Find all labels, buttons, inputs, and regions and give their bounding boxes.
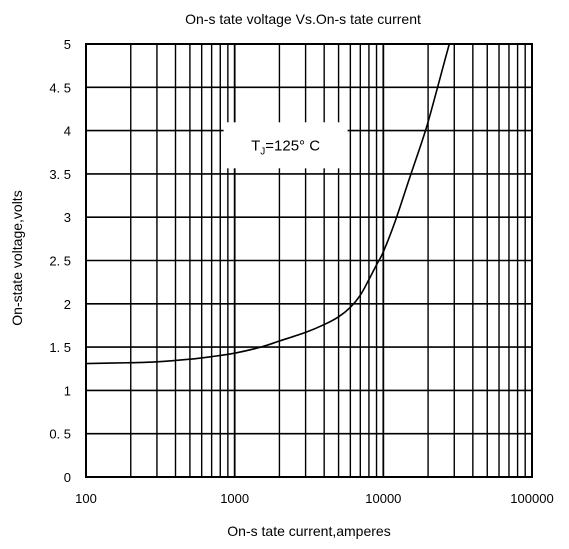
y-tick-label: 0. 5	[49, 427, 71, 442]
x-axis-label: On-s tate current,amperes	[227, 523, 390, 539]
y-tick-label: 0	[64, 470, 71, 485]
y-tick-label: 3. 5	[49, 167, 71, 182]
y-tick-label: 5	[64, 37, 71, 52]
x-tick-label: 1000	[220, 491, 249, 506]
plot-frame	[85, 43, 533, 478]
y-tick-label: 1	[64, 383, 71, 398]
x-axis-ticks: 100 1000 10000 100000	[75, 491, 554, 506]
y-tick-label: 2	[64, 297, 71, 312]
annotation-box	[223, 122, 348, 169]
annotation-subscript: J	[260, 146, 265, 157]
y-tick-label: 4	[64, 124, 71, 139]
x-tick-label: 100	[75, 491, 97, 506]
annotation-text: TJ=125° C	[251, 137, 320, 157]
annotation-prefix: T	[251, 137, 260, 154]
temperature-annotation: TJ=125° C	[223, 122, 348, 169]
y-axis-label: On-state voltage,volts	[9, 190, 25, 325]
y-tick-label: 1. 5	[49, 340, 71, 355]
y-axis-ticks: 0 0. 5 1 1. 5 2 2. 5 3 3. 5 4 4. 5 5	[49, 37, 71, 485]
x-tick-label: 100000	[510, 491, 553, 506]
y-tick-label: 2. 5	[49, 254, 71, 269]
y-tick-label: 4. 5	[49, 80, 71, 95]
x-tick-label: 10000	[365, 491, 401, 506]
series-line	[86, 44, 451, 365]
y-tick-label: 3	[64, 210, 71, 225]
chart-title: On-s tate voltage Vs.On-s tate current	[185, 11, 421, 27]
annotation-suffix: =125° C	[265, 137, 320, 154]
